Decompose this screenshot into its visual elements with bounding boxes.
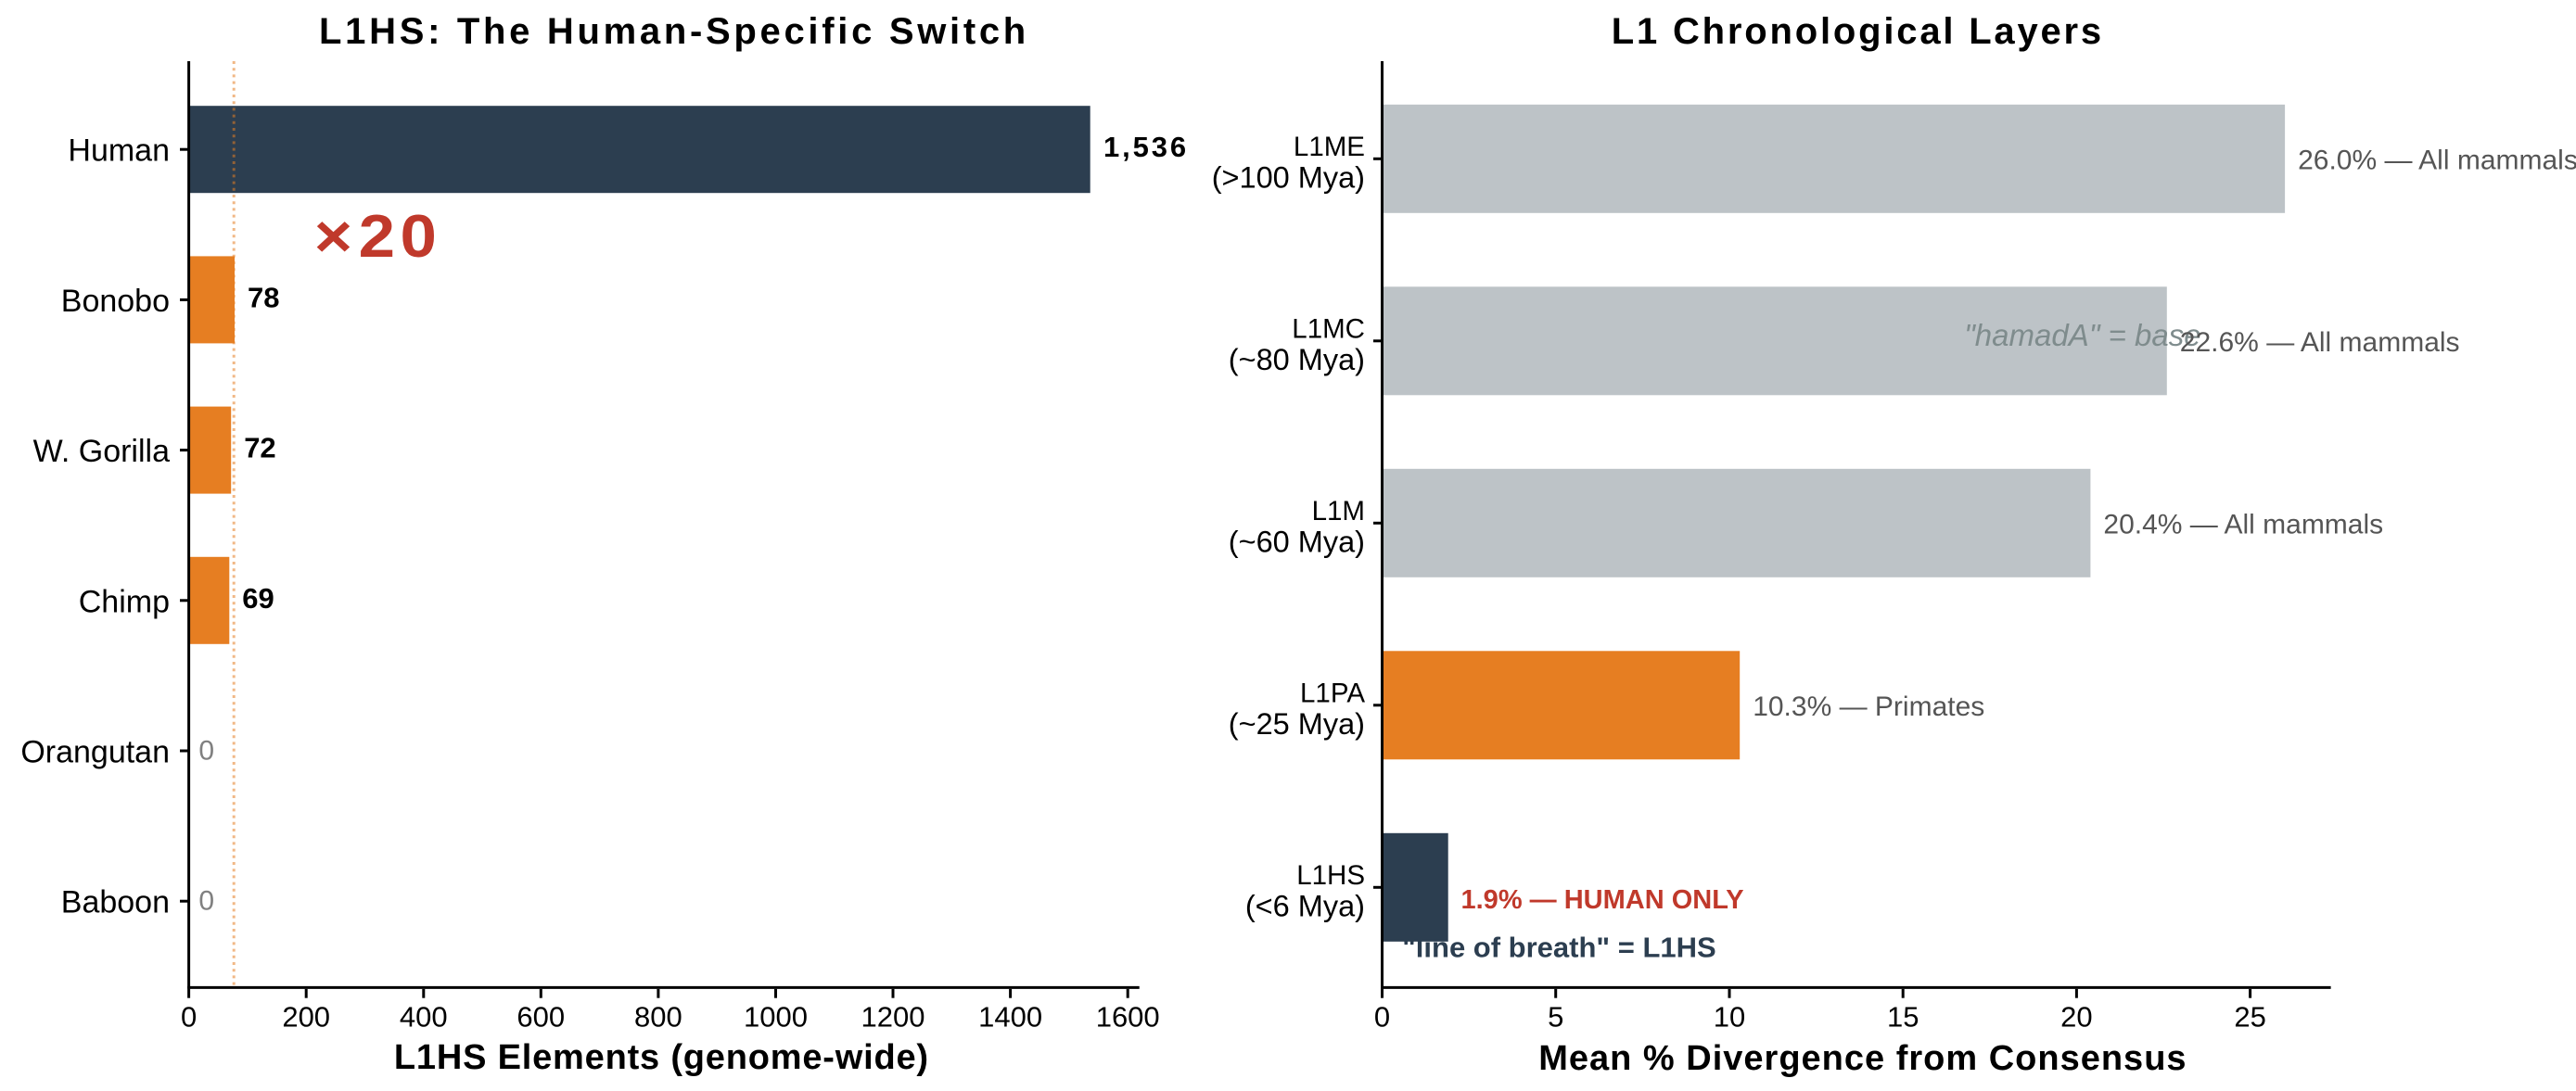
svg-text:L1ME: L1ME (1294, 132, 1365, 162)
svg-text:200: 200 (282, 1001, 330, 1034)
svg-text:L1PA: L1PA (1300, 679, 1365, 709)
svg-text:1200: 1200 (861, 1001, 925, 1034)
svg-text:0: 0 (181, 1001, 197, 1034)
svg-text:Baboon: Baboon (61, 885, 170, 920)
svg-text:Chimp: Chimp (79, 584, 170, 619)
svg-text:0: 0 (1374, 1001, 1390, 1034)
svg-text:72: 72 (244, 432, 275, 464)
svg-text:800: 800 (634, 1001, 682, 1034)
svg-text:69: 69 (242, 582, 274, 615)
svg-text:20: 20 (2060, 1001, 2092, 1034)
svg-text:"hamadA" = base: "hamadA" = base (1964, 318, 2201, 352)
svg-text:L1M: L1M (1312, 496, 1365, 526)
svg-text:(>100 Mya): (>100 Mya) (1212, 161, 1365, 195)
svg-text:×20: × 20 (314, 203, 437, 271)
svg-text:L1HS: The Human-Specific Switc: L1HS: The Human-Specific Switch (319, 11, 1029, 52)
svg-text:L1 Chronological Layers: L1 Chronological Layers (1612, 11, 2104, 52)
svg-text:Human: Human (68, 133, 170, 169)
svg-text:10.3% — Primates: 10.3% — Primates (1753, 691, 1984, 722)
svg-text:0: 0 (198, 736, 214, 767)
svg-text:0: 0 (198, 886, 214, 917)
svg-text:25: 25 (2234, 1001, 2265, 1034)
svg-text:26.0% — All mammals: 26.0% — All mammals (2298, 145, 2576, 175)
svg-text:1000: 1000 (744, 1001, 808, 1034)
svg-text:22.6% — All mammals: 22.6% — All mammals (2180, 327, 2460, 358)
svg-text:15: 15 (1887, 1001, 1919, 1034)
svg-text:1.9% — HUMAN ONLY: 1.9% — HUMAN ONLY (1461, 885, 1744, 915)
svg-text:(~60 Mya): (~60 Mya) (1229, 526, 1365, 559)
svg-text:L1HS: L1HS (1296, 860, 1365, 891)
svg-text:(~25 Mya): (~25 Mya) (1229, 707, 1365, 741)
svg-text:L1HS Elements (genome-wide): L1HS Elements (genome-wide) (394, 1038, 929, 1077)
svg-text:Orangutan: Orangutan (20, 735, 170, 770)
svg-text:1,536: 1,536 (1103, 131, 1189, 163)
svg-text:(~80 Mya): (~80 Mya) (1229, 343, 1365, 376)
svg-text:5: 5 (1548, 1001, 1563, 1034)
svg-text:(<6 Mya): (<6 Mya) (1245, 890, 1365, 923)
svg-text:78: 78 (248, 281, 279, 313)
svg-text:10: 10 (1714, 1001, 1745, 1034)
svg-text:1400: 1400 (978, 1001, 1042, 1034)
svg-text:"line of breath" = L1HS: "line of breath" = L1HS (1402, 931, 1716, 963)
svg-text:20.4% — All mammals: 20.4% — All mammals (2103, 509, 2383, 539)
svg-text:Bonobo: Bonobo (61, 284, 170, 319)
svg-text:400: 400 (400, 1001, 448, 1034)
svg-text:600: 600 (516, 1001, 565, 1034)
svg-text:1600: 1600 (1096, 1001, 1160, 1034)
svg-text:W. Gorilla: W. Gorilla (33, 434, 170, 469)
svg-text:Mean % Divergence from Consens: Mean % Divergence from Consensus (1538, 1039, 2187, 1078)
svg-text:L1MC: L1MC (1292, 314, 1365, 345)
